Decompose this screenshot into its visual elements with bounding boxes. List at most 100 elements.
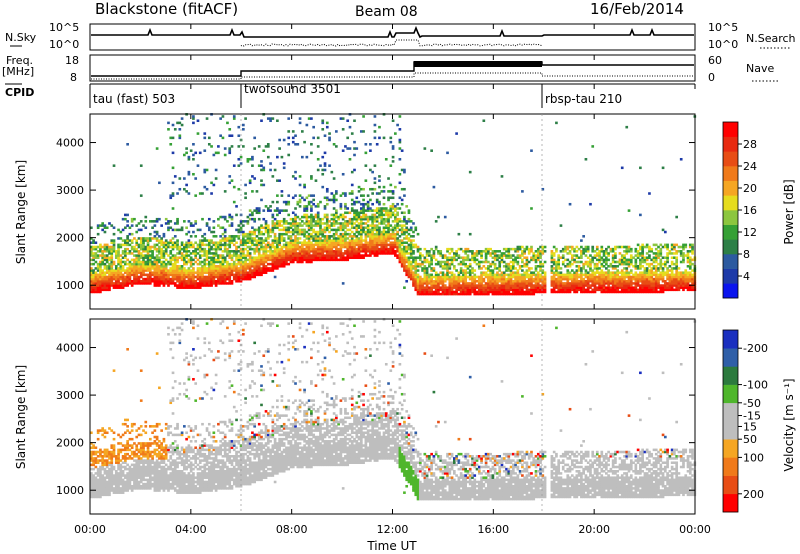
power-cell [178, 273, 182, 277]
power-cell [196, 245, 200, 249]
power-cell [648, 290, 651, 294]
power-cell [514, 279, 517, 283]
power-cell [232, 260, 236, 264]
power-cell [625, 258, 629, 262]
power-cell [280, 262, 284, 266]
power-cell [187, 220, 191, 223]
power-cell [398, 172, 402, 176]
power-cell [289, 256, 293, 259]
power-cell [328, 241, 331, 244]
power-cell [242, 275, 245, 279]
power-cell [133, 262, 136, 266]
power-cell [173, 284, 177, 287]
power-cell [330, 247, 334, 251]
power-cell [337, 239, 340, 242]
power-cell [648, 286, 651, 289]
power-cell [464, 265, 468, 268]
power-cell [114, 275, 118, 279]
power-cell [505, 286, 508, 289]
power-cell [171, 277, 175, 281]
power-cell [371, 192, 374, 195]
power-cell [271, 215, 275, 219]
power-cell [530, 288, 533, 292]
power-cell [534, 290, 538, 294]
power-cell [251, 269, 254, 272]
power-cell [552, 275, 556, 279]
power-cell [341, 235, 345, 238]
power-cell [425, 286, 429, 289]
power-cell [155, 243, 159, 247]
power-cell [359, 194, 363, 197]
power-cell [298, 183, 302, 187]
power-cell [566, 269, 570, 272]
power-cell [378, 230, 381, 234]
power-cell [237, 228, 241, 232]
power-cell [521, 279, 524, 283]
power-cell [344, 241, 347, 244]
power-cell [237, 279, 241, 283]
power-cell [530, 258, 533, 262]
power-cell [260, 226, 263, 230]
power-cell [611, 275, 615, 279]
power-cell [344, 243, 347, 247]
power-cell [105, 284, 109, 287]
power-cell [623, 290, 626, 294]
power-cell [325, 243, 329, 247]
power-cell [480, 282, 483, 285]
power-cell [146, 262, 150, 266]
power-cell [618, 275, 622, 279]
power-cell [271, 258, 275, 262]
power-cell [257, 250, 261, 253]
power-cell [103, 262, 107, 266]
power-cell [534, 282, 538, 285]
power-cell [464, 250, 468, 253]
power-cell [128, 262, 132, 266]
power-cell [405, 265, 409, 268]
power-cell [310, 241, 313, 244]
power-cell [310, 226, 313, 230]
power-cell [339, 235, 343, 238]
power-cell [230, 262, 234, 266]
power-cell [248, 213, 252, 217]
power-cell [389, 252, 393, 255]
power-cell [90, 271, 93, 274]
power-cell [276, 245, 279, 249]
power-cell [505, 256, 508, 259]
power-cell [137, 269, 141, 272]
power-cell [557, 265, 561, 268]
power-cell [559, 288, 563, 292]
power-cell [126, 224, 129, 227]
power-cell [230, 254, 234, 257]
power-cell [409, 220, 413, 223]
power-cell [264, 269, 268, 272]
power-cell [130, 279, 134, 283]
power-cell [371, 220, 374, 223]
power-cell [187, 267, 191, 270]
power-cell [389, 247, 393, 251]
power-cell [536, 286, 540, 289]
power-cell [194, 151, 198, 155]
power-cell [230, 215, 234, 219]
power-cell [536, 252, 540, 255]
power-cell [484, 288, 488, 292]
power-cell [271, 250, 275, 253]
power-cell [264, 220, 268, 223]
power-cell [575, 271, 579, 274]
power-cell [300, 232, 304, 236]
power-cell [176, 286, 179, 289]
power-cell [237, 235, 241, 238]
power-cell [176, 275, 179, 279]
power-cell [650, 273, 654, 277]
power-cell [464, 290, 468, 294]
power-cell [212, 273, 216, 277]
power-cell [409, 228, 413, 232]
power-cell [328, 245, 331, 249]
power-cell [235, 235, 238, 238]
power-cell [121, 267, 125, 270]
power-cell [228, 215, 232, 219]
power-cell [144, 262, 148, 266]
power-cell [278, 241, 281, 244]
power-cell [432, 185, 436, 189]
power-cell [332, 228, 336, 232]
power-cell [366, 254, 370, 257]
